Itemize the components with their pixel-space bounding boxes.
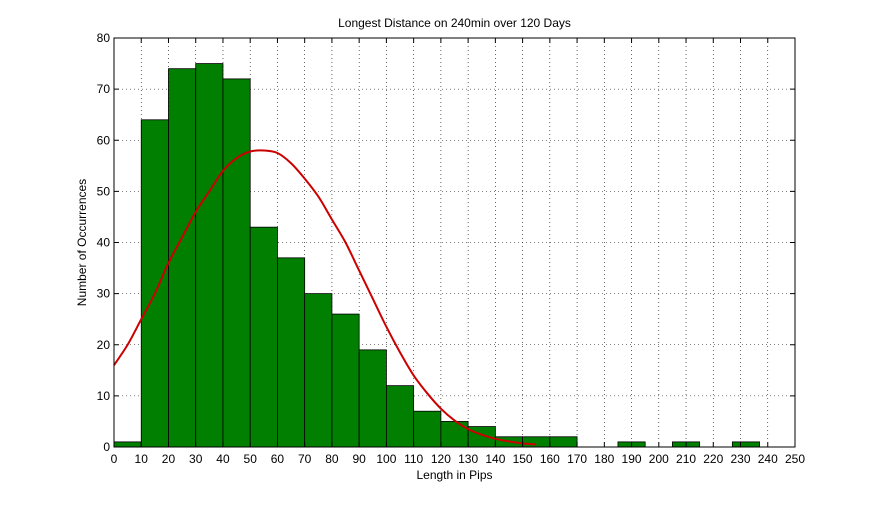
x-tick-label: 100 xyxy=(376,452,396,466)
x-tick-label: 120 xyxy=(431,452,451,466)
ticks-layer: 0 10 20 30 40 50 60 70 80 90 100 110 120 130 140 150 160… xyxy=(97,31,806,466)
chart-title: Longest Distance on 240min over 120 Days xyxy=(338,16,571,30)
y-tick-label: 20 xyxy=(97,338,111,352)
histogram-bar xyxy=(549,436,578,448)
x-tick-label: 220 xyxy=(703,452,723,466)
x-tick-label: 130 xyxy=(458,452,478,466)
x-tick-label: 200 xyxy=(649,452,669,466)
x-tick-label: 250 xyxy=(785,452,805,466)
histogram-bar xyxy=(385,385,415,448)
bars-layer xyxy=(113,63,760,448)
histogram-bar xyxy=(277,257,306,448)
x-axis-title: Length in Pips xyxy=(416,468,492,482)
histogram-bar xyxy=(413,410,442,448)
x-tick-label: 60 xyxy=(271,452,285,466)
histogram-bar xyxy=(331,313,360,448)
y-tick-label: 70 xyxy=(97,82,111,96)
x-tick-label: 80 xyxy=(325,452,339,466)
x-tick-label: 40 xyxy=(216,452,230,466)
histogram-bar xyxy=(113,441,142,448)
x-tick-label: 140 xyxy=(485,452,505,466)
x-tick-label: 180 xyxy=(594,452,614,466)
y-tick-label: 0 xyxy=(103,440,110,454)
fit-curve-layer xyxy=(113,149,537,446)
x-tick-label: 30 xyxy=(189,452,203,466)
x-tick-label: 0 xyxy=(111,452,118,466)
histogram-bar xyxy=(195,63,224,448)
y-tick-label: 60 xyxy=(97,133,111,147)
histogram-bar xyxy=(731,441,760,448)
fit-curve-line xyxy=(113,149,537,446)
histogram-bar xyxy=(222,78,251,448)
x-tick-label: 110 xyxy=(404,452,423,466)
x-tick-label: 190 xyxy=(622,452,642,466)
histogram-bar xyxy=(358,349,387,448)
x-tick-label: 10 xyxy=(135,452,149,466)
x-tick-label: 170 xyxy=(567,452,587,466)
x-tick-label: 150 xyxy=(513,452,533,466)
y-tick-label: 30 xyxy=(97,287,111,301)
histogram-bar xyxy=(304,293,333,448)
x-tick-label: 20 xyxy=(162,452,176,466)
x-tick-label: 70 xyxy=(298,452,312,466)
x-tick-label: 160 xyxy=(540,452,560,466)
y-tick-label: 40 xyxy=(97,236,111,250)
x-tick-label: 50 xyxy=(244,452,258,466)
histogram-bar xyxy=(249,226,278,448)
histogram-bar xyxy=(140,119,169,448)
histogram-bar xyxy=(522,436,551,448)
y-tick-label: 10 xyxy=(97,389,111,403)
x-tick-label: 90 xyxy=(352,452,366,466)
x-tick-label: 230 xyxy=(731,452,751,466)
y-tick-label: 80 xyxy=(97,31,111,45)
y-tick-label: 50 xyxy=(97,184,111,198)
x-tick-label: 240 xyxy=(758,452,778,466)
y-axis-title: Number of Occurrences xyxy=(75,179,89,306)
histogram-bar xyxy=(440,421,469,448)
x-tick-label: 210 xyxy=(676,452,696,466)
histogram-bar xyxy=(168,68,197,448)
grid-layer xyxy=(114,38,795,447)
